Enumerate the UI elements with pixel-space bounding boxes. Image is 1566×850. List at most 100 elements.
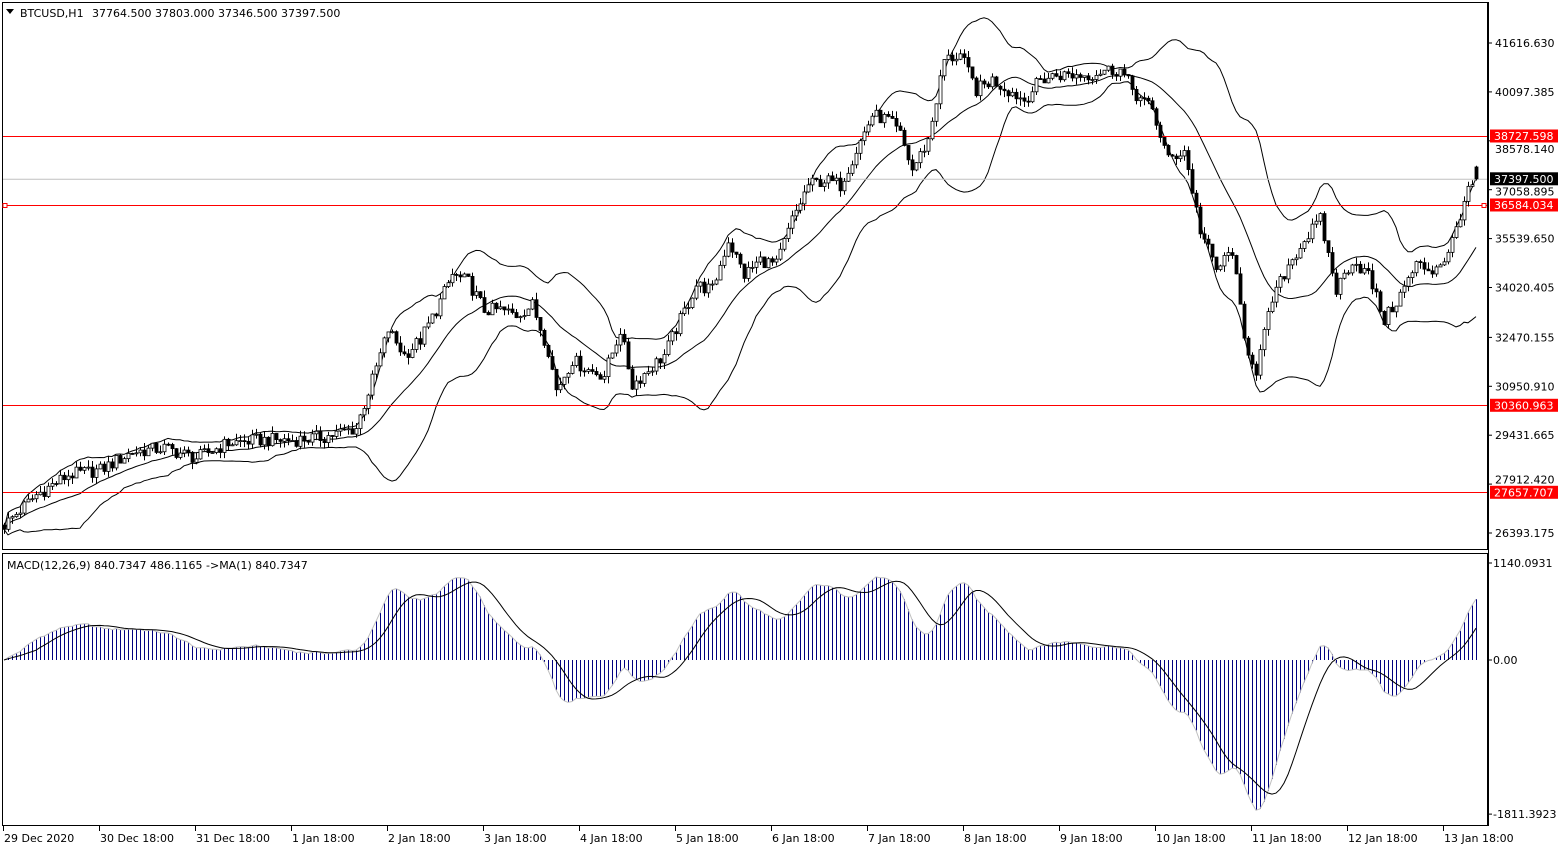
- candle-body: [406, 353, 411, 358]
- candle: [1318, 212, 1323, 226]
- candle: [814, 177, 819, 182]
- candle-body: [1062, 71, 1067, 81]
- candle-body: [1002, 88, 1007, 92]
- candle-body: [158, 451, 163, 454]
- candle-body: [1446, 251, 1451, 263]
- candle: [1154, 106, 1159, 130]
- candle: [122, 456, 127, 464]
- candle-body: [1214, 256, 1219, 270]
- candle-body: [882, 113, 887, 124]
- candle-body: [550, 356, 555, 370]
- candle: [718, 260, 723, 281]
- candle-body: [986, 83, 991, 88]
- candle-body: [58, 474, 63, 485]
- candle: [1106, 65, 1111, 72]
- candle-body: [378, 352, 383, 367]
- candle: [902, 127, 907, 147]
- macd-axis-label: 0.00: [1493, 654, 1518, 667]
- candle: [286, 433, 291, 446]
- candle-body: [1218, 265, 1223, 270]
- candle-body: [1394, 305, 1399, 313]
- candle-body: [542, 329, 547, 346]
- candle: [70, 472, 75, 485]
- candle-body: [926, 138, 931, 152]
- candle-body: [490, 302, 495, 316]
- candle: [1470, 180, 1475, 188]
- macd-pane[interactable]: [2, 553, 1488, 826]
- candle-body: [1314, 220, 1319, 225]
- candle: [1142, 92, 1147, 106]
- candle: [530, 297, 535, 311]
- candle-body: [1106, 65, 1111, 71]
- y-axis-label: 32470.155: [1495, 331, 1555, 344]
- candle-body: [470, 276, 475, 296]
- candle: [758, 251, 763, 265]
- candle-body: [1138, 97, 1143, 102]
- y-axis-label: 37058.895: [1495, 186, 1555, 199]
- candle: [646, 365, 651, 376]
- macd-ma-line: [3, 576, 1477, 811]
- dropdown-triangle-icon[interactable]: [6, 9, 14, 14]
- candle-body: [706, 283, 711, 294]
- candle-body: [6, 517, 11, 530]
- candle-body: [162, 443, 167, 453]
- candle: [798, 198, 803, 214]
- candle-body: [1054, 73, 1059, 77]
- candle: [502, 306, 507, 316]
- candle-body: [794, 209, 799, 217]
- candle: [158, 445, 163, 455]
- candle: [82, 466, 87, 474]
- candle: [990, 73, 995, 90]
- candle: [166, 442, 171, 447]
- candle-body: [602, 376, 607, 380]
- candle-body: [446, 282, 451, 287]
- symbol-label: BTCUSD,H1: [20, 7, 84, 20]
- candle: [658, 357, 663, 369]
- candle: [1086, 73, 1091, 85]
- candle-body: [18, 512, 23, 515]
- candle-body: [1014, 91, 1019, 100]
- candle: [1146, 95, 1151, 105]
- candle: [1034, 76, 1039, 96]
- x-axis-label: 7 Jan 18:00: [868, 832, 931, 845]
- candle-body: [530, 299, 535, 310]
- candle: [1310, 218, 1315, 244]
- candle: [750, 260, 755, 273]
- candle: [966, 51, 971, 73]
- y-axis-label: 30950.910: [1495, 380, 1555, 393]
- candle-body: [1470, 184, 1475, 187]
- candle-body: [110, 461, 115, 469]
- candle-body: [698, 281, 703, 287]
- candle: [1066, 68, 1071, 78]
- level-price-badge: [1490, 485, 1558, 499]
- candle-body: [1358, 263, 1363, 274]
- candle: [1362, 263, 1367, 275]
- candle: [26, 494, 31, 503]
- candle-body: [1246, 337, 1251, 356]
- candle-body: [858, 140, 863, 154]
- candle: [710, 280, 715, 291]
- candle: [1430, 265, 1435, 278]
- candle: [1122, 64, 1127, 78]
- candle-body: [894, 118, 899, 127]
- candle: [262, 431, 267, 450]
- candle: [1170, 153, 1175, 157]
- candle: [726, 237, 731, 258]
- candle: [614, 339, 619, 357]
- candle: [1118, 68, 1123, 81]
- candle-body: [710, 283, 715, 286]
- candle: [478, 291, 483, 300]
- candle-body: [322, 440, 327, 444]
- candle: [198, 445, 203, 460]
- candle-body: [1046, 77, 1051, 84]
- candle-body: [754, 261, 759, 268]
- price-pane[interactable]: [2, 2, 1488, 550]
- candle-body: [598, 374, 603, 380]
- candle: [1374, 283, 1379, 298]
- candle: [1030, 86, 1035, 104]
- candle-body: [614, 344, 619, 354]
- candle-body: [502, 306, 507, 311]
- candle: [1114, 72, 1119, 82]
- candle: [1334, 268, 1339, 298]
